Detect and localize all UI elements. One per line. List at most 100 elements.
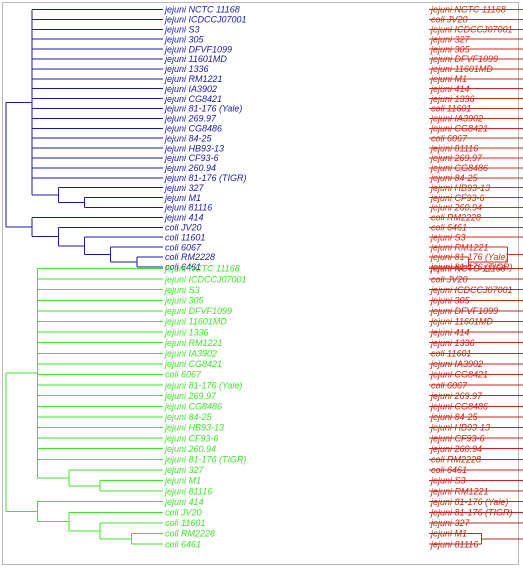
leaf-label: jejuni 81116 — [164, 203, 212, 213]
leaf-label: jejuni S3 — [430, 476, 466, 486]
leaf-label: jejuni 414 — [430, 327, 470, 337]
leaf-label: jejuni 81-176 (TIGR) — [164, 455, 247, 465]
leaf-label: jejuni 81116 — [164, 486, 212, 496]
leaf-label: coli 6461 — [431, 223, 467, 233]
leaf-label: jejuni 260.94 — [430, 203, 482, 213]
leaf-label: coli 6461 — [165, 539, 201, 549]
leaf-label: jejuni 81-176 (Yale) — [164, 104, 242, 114]
leaf-label: jejuni 327 — [164, 465, 205, 475]
leaf-label: jejuni 84-25 — [164, 133, 213, 143]
leaf-label: coli RM2228 — [165, 252, 215, 262]
leaf-label: jejuni CG8486 — [430, 163, 488, 173]
leaf-label: jejuni 11601MD — [430, 64, 493, 74]
leaf-label: jejuni HB93-13 — [430, 183, 490, 193]
leaf-label: jejuni CF93-6 — [430, 193, 485, 203]
leaf-label: coli RM2228 — [431, 213, 481, 223]
leaf-label: jejuni 11601MD — [164, 54, 227, 64]
leaf-label: jejuni 81-176 (Yale) — [164, 380, 242, 390]
leaf-label: jejuni 1336 — [430, 338, 475, 348]
leaf-label: jejuni 11601MD — [164, 317, 227, 327]
leaf-label: jejuni 81-176 (TIGR) — [430, 508, 513, 518]
leaf-label: jejuni NCTC 11168 — [164, 5, 240, 15]
leaf-label: jejuni S3 — [164, 285, 200, 295]
leaf-label: jejuni 414 — [164, 497, 204, 507]
leaf-label: coli 11601 — [431, 104, 471, 114]
leaf-label: jejuni DFVF1099 — [164, 306, 232, 316]
leaf-label: coli RM2228 — [431, 455, 481, 465]
leaf-label: coli RM2228 — [165, 529, 215, 539]
leaf-label: jejuni 81116 — [430, 143, 478, 153]
leaf-label: jejuni ICDCCJ07001 — [430, 25, 513, 35]
leaf-label: coli 11601 — [431, 349, 471, 359]
leaf-label: jejuni 327 — [430, 518, 471, 528]
leaf-label: jejuni NCTC 11168 — [164, 264, 240, 274]
leaf-label: jejuni M1 — [164, 193, 201, 203]
leaf-label: jejuni 81-176 (TIGR) — [430, 262, 513, 272]
leaf-label: jejuni CG8421 — [430, 124, 488, 134]
leaf-label: jejuni 11601MD — [430, 317, 493, 327]
leaf-label: jejuni IA3902 — [164, 349, 217, 359]
leaf-label: jejuni IA3902 — [430, 114, 483, 124]
leaf-label: jejuni RM1221 — [164, 338, 223, 348]
leaf-label: jejuni CF93-6 — [164, 153, 219, 163]
leaf-label: jejuni IA3902 — [430, 359, 483, 369]
leaf-label: jejuni 305 — [164, 296, 205, 306]
figure-frame — [2, 2, 519, 565]
leaf-label: jejuni M1 — [164, 476, 201, 486]
leaf-label: jejuni 1336 — [430, 94, 475, 104]
leaf-label: coli 6067 — [165, 370, 202, 380]
leaf-label: jejuni 269.97 — [164, 391, 217, 401]
leaf-label: jejuni ICDCCJ07001 — [164, 274, 247, 284]
leaf-label: jejuni 327 — [430, 34, 471, 44]
leaf-label: coli 11601 — [165, 232, 205, 242]
leaf-label: jejuni 269.97 — [430, 153, 483, 163]
leaf-label: coli JV20 — [431, 274, 468, 284]
leaf-label: jejuni 260.94 — [430, 444, 482, 454]
leaf-label: jejuni 414 — [430, 84, 470, 94]
leaf-label: jejuni 81-176 (Yale) — [430, 497, 508, 507]
leaf-label: jejuni S3 — [164, 25, 200, 35]
leaf-label: jejuni CF93-6 — [164, 433, 219, 443]
leaf-label: coli 6067 — [431, 133, 468, 143]
leaf-label: jejuni 414 — [164, 213, 204, 223]
leaf-label: jejuni 327 — [164, 183, 205, 193]
leaf-label: jejuni CF93-6 — [430, 433, 485, 443]
leaf-label: jejuni RM1221 — [164, 74, 223, 84]
leaf-label: jejuni IA3902 — [164, 84, 217, 94]
leaf-label: jejuni 84-25 — [430, 173, 479, 183]
leaf-label: jejuni HB93-13 — [430, 423, 490, 433]
leaf-label: jejuni 81-176 (TIGR) — [164, 173, 247, 183]
leaf-label: jejuni 1336 — [164, 327, 209, 337]
leaf-label: jejuni 305 — [430, 44, 471, 54]
leaf-label: jejuni HB93-13 — [164, 143, 224, 153]
leaf-label: coli 6461 — [431, 465, 467, 475]
leaf-label: jejuni 81-176 (Yale) — [430, 252, 508, 262]
leaf-label: jejuni M1 — [430, 529, 467, 539]
leaf-label: jejuni CG8486 — [164, 124, 222, 134]
leaf-label: jejuni DFVF1099 — [430, 54, 498, 64]
leaf-label: coli 6461 — [165, 262, 201, 272]
leaf-label: coli 6067 — [431, 380, 468, 390]
leaf-label: jejuni 305 — [430, 296, 471, 306]
leaf-label: jejuni NCTC 11168 — [430, 264, 506, 274]
leaf-label: coli 11601 — [165, 518, 205, 528]
leaf-label: jejuni CG8486 — [430, 402, 488, 412]
leaf-label: jejuni ICDCCJ07001 — [430, 285, 513, 295]
leaf-label: jejuni CG8486 — [164, 402, 222, 412]
leaf-label: jejuni M1 — [430, 74, 467, 84]
leaf-label: jejuni CG8421 — [430, 370, 488, 380]
leaf-label: coli 6067 — [165, 242, 202, 252]
leaf-label: coli JV20 — [431, 15, 468, 25]
leaf-label: jejuni DFVF1099 — [430, 306, 498, 316]
leaf-label: jejuni 305 — [164, 34, 205, 44]
leaf-label: jejuni HB93-13 — [164, 423, 224, 433]
leaf-label: jejuni RM1221 — [430, 242, 489, 252]
leaf-label: coli JV20 — [165, 508, 202, 518]
leaf-label: jejuni 84-25 — [164, 412, 213, 422]
leaf-label: jejuni 260.94 — [164, 444, 216, 454]
